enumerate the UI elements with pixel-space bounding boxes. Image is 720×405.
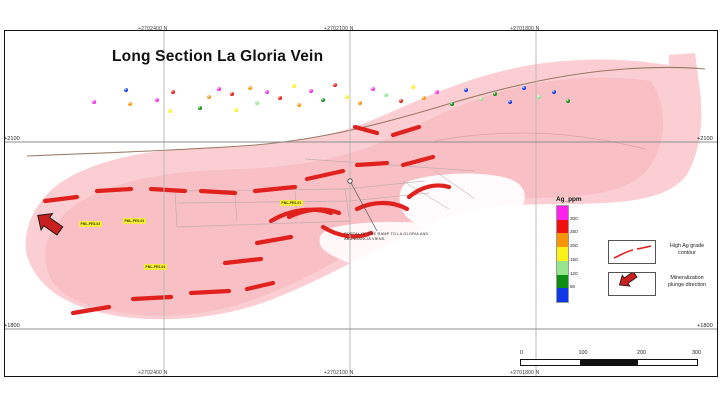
ag-colorbar (556, 205, 569, 303)
grid-lines (5, 31, 717, 376)
portal-marker (347, 178, 353, 184)
coord-label-top-1: +2702400 N (138, 26, 168, 32)
dashed-contour-icon (613, 245, 652, 259)
sample-point (167, 108, 173, 114)
elev-label-left-1800: +1800 (4, 323, 20, 329)
coord-label-top-3: +2701800 N (510, 26, 540, 32)
elev-label-right-2100: +2100 (697, 136, 713, 142)
colorbar-band (557, 274, 568, 289)
colorbar-title: Ag_ppm (556, 196, 582, 203)
sample-point (320, 97, 326, 103)
sample-point (332, 82, 338, 88)
colorbar-tick-label: 120 (570, 270, 578, 276)
sample-point (383, 92, 389, 98)
drillhole-label: PML-PES-04 (144, 264, 167, 270)
sample-point (551, 89, 557, 95)
high-grade-contour (42, 124, 452, 316)
plunge-legend-line2: plunge direction (667, 282, 707, 288)
sample-point (410, 84, 416, 90)
sample-point (91, 99, 97, 105)
sample-point (344, 94, 350, 100)
sample-point (521, 85, 527, 91)
scale-tick-label: 200 (637, 350, 646, 356)
colorbar-band (557, 206, 568, 220)
colorbar-tick-label: 50 (570, 284, 576, 290)
contour-legend-text: High Ag grade contour (658, 243, 716, 257)
colorbar-tick-label: 200 (570, 243, 578, 249)
contour-legend-swatch (608, 240, 656, 264)
coord-label-bottom-1: +2702400 N (138, 370, 168, 376)
sample-point (507, 99, 513, 105)
sample-point (291, 83, 297, 89)
contour-legend-line1: High Ag grade (669, 243, 705, 249)
sample-point (123, 87, 129, 93)
sample-point (254, 100, 260, 106)
sample-point (357, 100, 363, 106)
long-section-plot (5, 31, 717, 376)
colorbar-band (557, 233, 568, 248)
sample-point (296, 102, 302, 108)
map-frame: PML-PES-02 PML-PES-03 PML-PES-04 PML-PES-01 (4, 30, 718, 377)
page-title: Long Section La Gloria Vein (112, 48, 324, 65)
annotation-leader (349, 180, 378, 232)
sample-point (229, 91, 235, 97)
colorbar-band (557, 260, 568, 275)
sample-point (463, 87, 469, 93)
sample-point (197, 105, 203, 111)
plunge-arrow-icon (37, 212, 64, 236)
sample-point (127, 101, 133, 107)
colorbar-tick-label: 300 (570, 215, 578, 221)
sample-point (264, 89, 270, 95)
plunge-legend-text: Mineralization plunge direction (658, 275, 716, 289)
coord-label-bottom-2: +2702100 N (324, 370, 354, 376)
portal-annotation: PORTAL OF THE RAMP TO LA GLORIA AND ABUN… (344, 231, 429, 242)
scale-tick-label: 0 (520, 350, 523, 356)
drillhole-label: PML-PES-01 (280, 200, 303, 206)
sample-point (434, 89, 440, 95)
scale-bar-graphic (520, 359, 698, 366)
sample-point (478, 96, 484, 102)
sample-point (170, 89, 176, 95)
plunge-arrow-legend-icon (618, 271, 638, 287)
topography-line (26, 66, 706, 157)
colorbar-tick-label: 150 (570, 256, 578, 262)
drillhole-label: PML-PES-02 (79, 221, 102, 227)
elev-label-right-1800: +1800 (697, 323, 713, 329)
sample-point (216, 86, 222, 92)
coord-label-bottom-3: +2701800 N (510, 370, 540, 376)
mineralized-envelope (25, 53, 702, 320)
sample-point (154, 97, 160, 103)
scale-tick-label: 100 (578, 350, 588, 356)
sample-point (277, 95, 283, 101)
sample-point (536, 94, 542, 100)
sample-point (398, 98, 404, 104)
drillhole-label: PML-PES-03 (123, 218, 146, 224)
colorbar-band (557, 219, 568, 234)
coord-label-top-2: +2702100 N (324, 26, 354, 32)
plunge-legend-line1: Mineralization (670, 275, 704, 281)
contour-legend-line2: contour (678, 250, 696, 256)
sample-point (565, 98, 571, 104)
sample-point (308, 88, 314, 94)
colorbar-tick-label: 250 (570, 229, 578, 235)
sample-point (421, 95, 427, 101)
sample-point (370, 86, 376, 92)
sample-point (206, 94, 212, 100)
sample-point (449, 101, 455, 107)
underground-workings (174, 158, 476, 228)
scale-tick-label: 300 (692, 350, 701, 356)
plunge-legend-swatch (608, 271, 656, 296)
colorbar-band (557, 288, 568, 302)
sample-point (247, 85, 253, 91)
colorbar-band (557, 247, 568, 261)
sample-point (233, 107, 239, 113)
elev-label-left-2100: +2100 (4, 136, 20, 142)
sample-point (492, 91, 498, 97)
